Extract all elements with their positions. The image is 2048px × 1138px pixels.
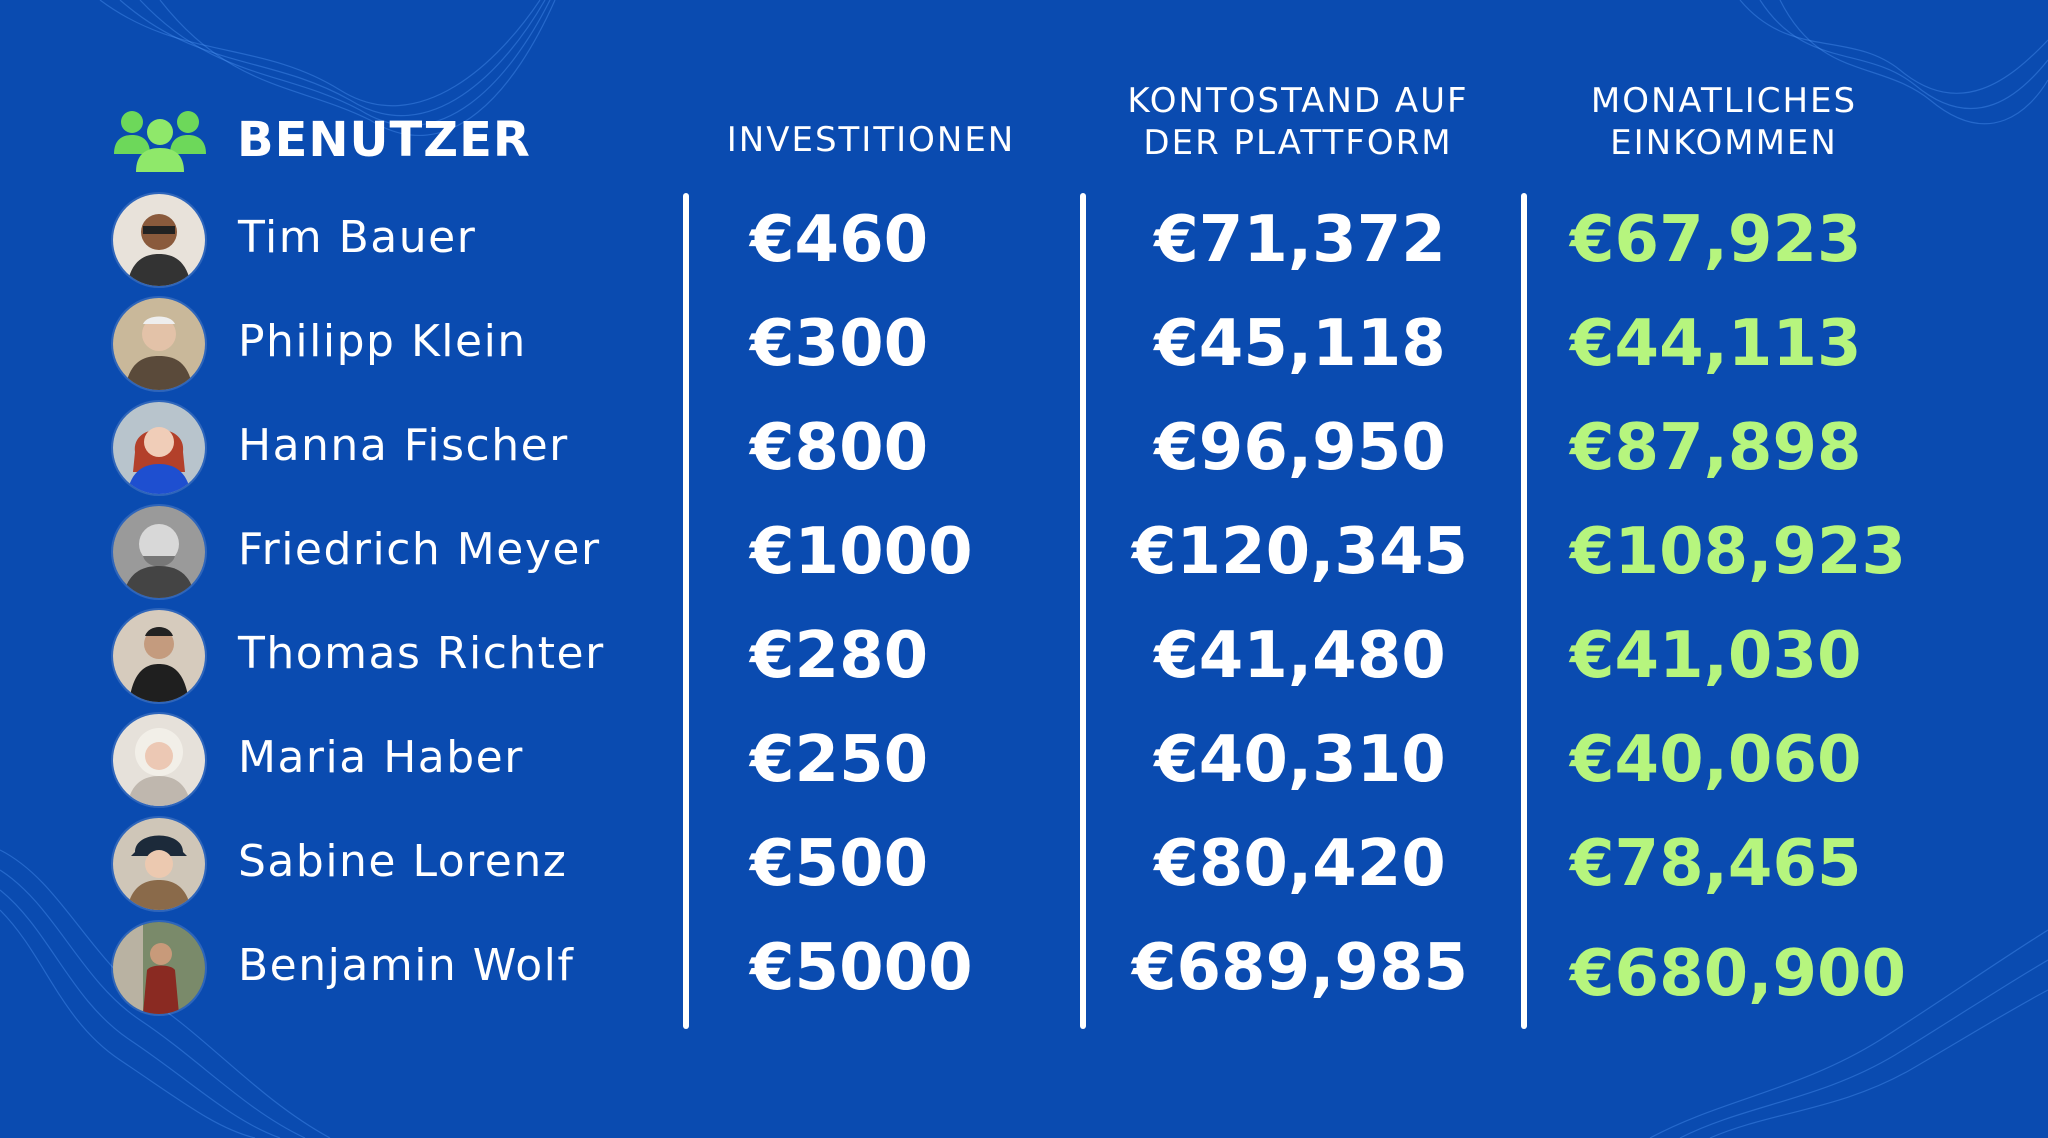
investment-value: €300 — [750, 307, 929, 381]
investment-value: €460 — [750, 203, 929, 277]
header-balance-line2: DER PLATTFORM — [1143, 123, 1453, 163]
header-income-line2: EINKOMMEN — [1610, 123, 1838, 163]
user-name: Hanna Fischer — [238, 420, 569, 471]
avatar — [113, 610, 205, 702]
header-users: BENUTZER — [237, 112, 531, 168]
investment-value: €1000 — [750, 515, 973, 589]
income-value: €108,923 — [1570, 515, 1907, 589]
investment-value: €250 — [750, 723, 929, 797]
table-row: Maria Haber €250 €40,310 €40,060 — [0, 708, 2048, 812]
balance-value: €120,345 — [1131, 515, 1469, 589]
avatar — [113, 298, 205, 390]
income-value: €40,060 — [1570, 723, 1862, 797]
investment-value: €800 — [750, 411, 929, 485]
balance-value: €80,420 — [1154, 827, 1446, 901]
table-row: Sabine Lorenz €500 €80,420 €78,465 — [0, 812, 2048, 916]
table-row: Tim Bauer €460 €71,372 €67,923 — [0, 188, 2048, 292]
table-row: Friedrich Meyer €1000 €120,345 €108,923 — [0, 500, 2048, 604]
header-balance: KONTOSTAND AUF DER PLATTFORM — [1100, 80, 1496, 164]
income-value: €78,465 — [1570, 827, 1862, 901]
avatar — [113, 922, 205, 1014]
avatar — [113, 194, 205, 286]
table-row: Hanna Fischer €800 €96,950 €87,898 — [0, 396, 2048, 500]
table-row: Thomas Richter €280 €41,480 €41,030 — [0, 604, 2048, 708]
income-value: €87,898 — [1570, 411, 1862, 485]
users-group-icon — [114, 111, 206, 172]
balance-value: €45,118 — [1154, 307, 1446, 381]
table-row: Philipp Klein €300 €45,118 €44,113 — [0, 292, 2048, 396]
avatar — [113, 818, 205, 910]
user-name: Maria Haber — [238, 732, 524, 783]
header-investments: INVESTITIONEN — [726, 120, 1016, 160]
user-name: Benjamin Wolf — [238, 940, 575, 991]
income-value: €67,923 — [1570, 203, 1862, 277]
header-balance-line1: KONTOSTAND AUF — [1127, 81, 1469, 121]
investment-value: €5000 — [750, 931, 973, 1005]
column-divider — [683, 193, 689, 1029]
user-name: Thomas Richter — [238, 628, 605, 679]
income-value: €680,900 — [1570, 937, 1907, 1011]
user-name: Philipp Klein — [238, 316, 527, 367]
balance-value: €689,985 — [1131, 931, 1469, 1005]
investment-value: €500 — [750, 827, 929, 901]
avatar — [113, 506, 205, 598]
investment-value: €280 — [750, 619, 929, 693]
avatar — [113, 402, 205, 494]
user-name: Sabine Lorenz — [238, 836, 568, 887]
balance-value: €40,310 — [1154, 723, 1446, 797]
user-name: Friedrich Meyer — [238, 524, 601, 575]
income-value: €44,113 — [1570, 307, 1862, 381]
balance-value: €41,480 — [1154, 619, 1446, 693]
income-value: €41,030 — [1570, 619, 1862, 693]
table-row: Benjamin Wolf €5000 €689,985 €680,900 — [0, 916, 2048, 1020]
balance-value: €71,372 — [1154, 203, 1446, 277]
header-income: MONATLICHES EINKOMMEN — [1540, 80, 1908, 164]
header-income-line1: MONATLICHES — [1590, 81, 1858, 121]
column-divider — [1080, 193, 1086, 1029]
avatar — [113, 714, 205, 806]
balance-value: €96,950 — [1154, 411, 1446, 485]
user-name: Tim Bauer — [238, 212, 477, 263]
column-divider — [1521, 193, 1527, 1029]
